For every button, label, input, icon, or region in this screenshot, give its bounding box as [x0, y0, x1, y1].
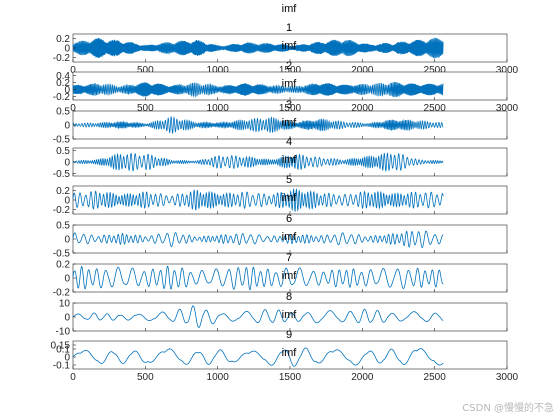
y-tick-label: -10 — [56, 327, 71, 338]
x-tick-label: 1000 — [207, 372, 230, 383]
watermark: CSDN @慢慢的不急 — [462, 403, 554, 414]
imf-panel-8: 8 -10 0 10 imf — [56, 291, 508, 338]
x-tick-label: 500 — [137, 372, 154, 383]
y-tick-label: 0.1 — [56, 345, 70, 356]
x-tick-label: 1500 — [279, 372, 302, 383]
imf-panels: 1-0.200.20 500 1000 1500 2000 2500 3000imf2-0.… — [51, 22, 519, 383]
x-tick-label: 0 — [70, 103, 76, 114]
x-tick-label: 1500 — [279, 65, 302, 76]
x-tick-label: 2000 — [351, 65, 374, 76]
y-tick-label: -0.5 — [53, 135, 71, 146]
y-tick-label: 0.5 — [56, 146, 70, 157]
y-tick-label: -0.2 — [53, 92, 71, 103]
imf-label: imf — [282, 309, 298, 321]
y-tick-label: 0.2 — [56, 260, 70, 271]
x-tick-label: 3000 — [496, 65, 519, 76]
y-tick-label: -0.1 — [53, 361, 71, 372]
x-tick-label: 2000 — [351, 103, 374, 114]
panel-title: 6 — [286, 213, 292, 225]
signal-line — [72, 115, 444, 135]
imf-panel-6: 6 -0.5 0 0.5 imf — [53, 213, 508, 260]
signal-line — [72, 37, 444, 59]
y-tick-label: 0 — [64, 44, 70, 55]
y-tick-label: -0.5 — [53, 169, 71, 180]
panel-title: 7 — [286, 252, 292, 264]
imf-panel-5: 5 -0.200.2 imf — [53, 174, 508, 216]
signal-line — [72, 152, 444, 172]
signal-line — [72, 347, 444, 367]
y-tick-label: 0 — [64, 353, 70, 364]
panel-title: 8 — [286, 291, 292, 303]
x-tick-label: 2500 — [424, 65, 447, 76]
y-tick-label: 0.2 — [56, 186, 70, 197]
y-tick-label: 0 — [64, 313, 70, 324]
imf-label: imf — [282, 192, 298, 204]
y-tick-label: 0 — [64, 158, 70, 169]
axes-box — [72, 224, 508, 254]
imf-label: imf — [282, 154, 298, 166]
x-tick-label: 0 — [70, 65, 76, 76]
signal-line — [72, 265, 444, 291]
signal-line — [72, 305, 444, 328]
x-tick-label: 1000 — [207, 103, 230, 114]
y-tick-label: -0.2 — [53, 288, 71, 299]
x-tick-label: 2500 — [424, 103, 447, 114]
axes-box — [72, 340, 508, 370]
y-tick-label: 0.5 — [56, 107, 70, 118]
y-tick-label: 0.2 — [56, 34, 70, 45]
imf-label: imf — [282, 117, 298, 129]
y-tick-label: 0 — [64, 121, 70, 132]
y-tick-label: 0.2 — [56, 78, 70, 89]
panel-title: 3 — [286, 99, 292, 111]
imf-label: imf — [282, 40, 298, 52]
x-tick-label: 1500 — [279, 103, 302, 114]
imf-label: imf — [282, 347, 298, 359]
x-tick-label: 2000 — [351, 372, 374, 383]
x-tick-label: 0 — [70, 372, 76, 383]
signal-line — [72, 81, 444, 98]
panel-title: 2 — [286, 60, 292, 72]
panel-title: 1 — [286, 22, 292, 34]
panel-title: 4 — [286, 136, 292, 148]
x-tick-label: 1000 — [207, 65, 230, 76]
y-tick-label: -0.2 — [53, 205, 71, 216]
panel-title: 9 — [286, 329, 292, 341]
x-tick-label: 3000 — [496, 103, 519, 114]
y-tick-label: 0 — [64, 85, 70, 96]
imf-label: imf — [282, 270, 298, 282]
x-tick-label: 2500 — [424, 372, 447, 383]
imf-label: imf — [282, 78, 298, 90]
x-tick-label: 3000 — [496, 372, 519, 383]
signal-line — [72, 230, 444, 249]
panel-title: 5 — [286, 174, 292, 186]
axes-box — [72, 263, 508, 293]
x-tick-label: 500 — [137, 103, 154, 114]
y-tick-label: 0 — [64, 274, 70, 285]
y-tick-label: 0.4 — [56, 71, 70, 82]
imf-panel-7: 7 -0.2 0 0.2 imf — [53, 252, 508, 299]
y-tick-label: 0.5 — [56, 221, 70, 232]
y-tick-label: 0.15 — [51, 341, 71, 352]
y-tick-label: -0.2 — [53, 53, 71, 64]
y-tick-label: -0.5 — [53, 249, 71, 260]
y-tick-label: 0 — [64, 196, 70, 207]
axes-box — [72, 302, 508, 332]
y-tick-label: 10 — [59, 299, 71, 310]
figure-title: imf — [282, 3, 298, 15]
x-tick-label: 500 — [137, 65, 154, 76]
y-tick-label: 0 — [64, 235, 70, 246]
signal-line — [72, 187, 444, 213]
imf-label: imf — [282, 231, 298, 243]
